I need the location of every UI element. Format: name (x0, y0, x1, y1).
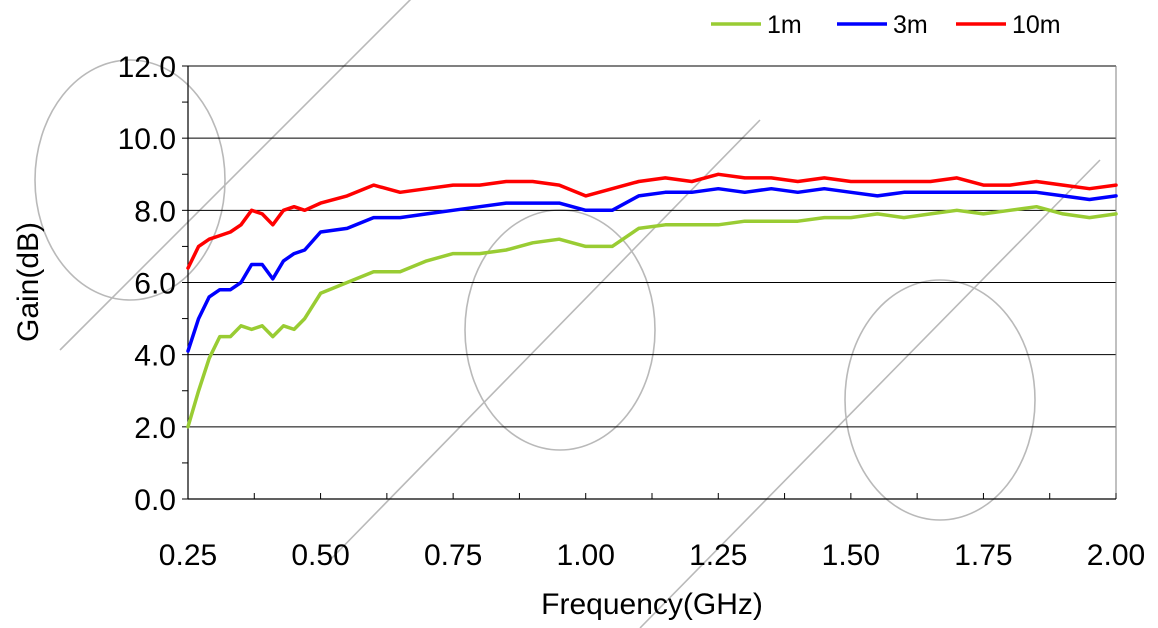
legend: 1m 3m 10m (711, 11, 1061, 39)
series-line-10m (186, 172, 1118, 270)
x-axis-title: Frequency(GHz) (541, 588, 763, 621)
y-tick-label: 4.0 (134, 340, 176, 373)
series-line-3m (186, 186, 1118, 353)
watermark (34, 0, 1101, 628)
y-tick-label: 12.0 (118, 51, 176, 84)
watermark-stroke-0 (59, 0, 412, 351)
grid (188, 65, 1116, 428)
x-tick-label: 0.75 (424, 539, 482, 572)
watermark-stroke-2 (639, 159, 1101, 628)
x-tick-label: 0.50 (291, 539, 349, 572)
y-tick-label: 10.0 (118, 123, 176, 156)
watermark-ring-2 (844, 279, 1036, 521)
y-tick-label: 0.0 (134, 484, 176, 517)
y-tick-label: 6.0 (134, 268, 176, 301)
series-line-1m (186, 204, 1118, 429)
tick-labels: 0.0 2.0 4.0 6.0 8.0 10.0 12.0 0.25 0.50 0.75 1.00 1… (118, 51, 1146, 572)
x-tick-label: 2.00 (1087, 539, 1145, 572)
y-tick-label: 2.0 (134, 412, 176, 445)
y-axis-title: Gain(dB) (12, 222, 45, 342)
legend-label-1m: 1m (767, 11, 802, 39)
x-tick-label: 1.25 (689, 539, 747, 572)
series (186, 172, 1118, 429)
legend-label-10m: 10m (1012, 11, 1061, 39)
x-tick-label: 1.75 (954, 539, 1012, 572)
x-tick-label: 1.50 (822, 539, 880, 572)
legend-label-3m: 3m (893, 11, 928, 39)
watermark-ring-0 (34, 59, 226, 301)
x-tick-label: 1.00 (557, 539, 615, 572)
watermark-stroke-1 (329, 119, 761, 561)
y-tick-label: 8.0 (134, 195, 176, 228)
x-tick-label: 0.25 (159, 539, 217, 572)
watermark-ring-1 (464, 209, 656, 451)
